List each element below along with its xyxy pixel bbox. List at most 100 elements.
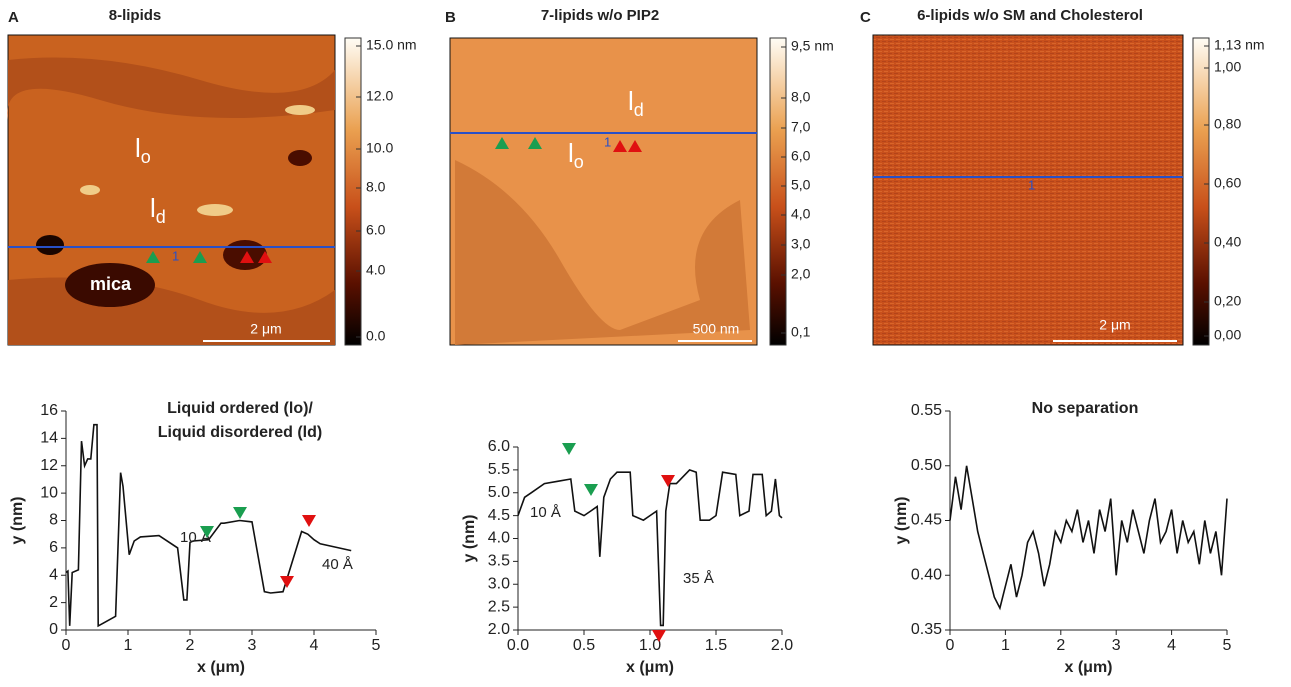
colorbar-label: 4.0 [366, 262, 386, 278]
y-tick-label: 6.0 [488, 438, 510, 455]
marker [652, 630, 666, 642]
marker [280, 576, 294, 588]
y-tick-label: 16 [40, 402, 58, 419]
x-tick-label: 5 [372, 637, 381, 654]
x-tick-label: 0 [946, 637, 955, 654]
x-tick-label: 4 [310, 637, 319, 654]
y-tick-label: 0.55 [911, 402, 942, 419]
line-label: 1 [604, 134, 611, 149]
domain-label: lo [135, 133, 151, 167]
colorbar-label: 1,00 [1214, 59, 1241, 75]
y-axis-label: y (nm) [893, 497, 910, 545]
domain-sub: d [156, 207, 166, 227]
colorbar-label: 6,0 [791, 148, 811, 164]
marker [258, 251, 272, 263]
line-series [65, 423, 352, 628]
x-tick-label: 4 [1167, 637, 1176, 654]
images [7, 34, 1210, 346]
annotation: 10 Å [180, 529, 211, 546]
colorbar-label: 1,13 nm [1214, 37, 1265, 53]
annotation: 40 Å [322, 556, 353, 573]
x-tick-label: 3 [248, 637, 257, 654]
x-tick-label: 0.0 [507, 637, 529, 654]
domain-label: lo [568, 138, 584, 172]
scale-bar-label: 2 μm [1099, 317, 1130, 333]
region-label: mica [90, 274, 132, 294]
x-tick-label: 1 [124, 637, 133, 654]
colorbar-label: 15.0 nm [366, 37, 417, 53]
colorbar-label: 0,40 [1214, 234, 1241, 250]
marker [146, 251, 160, 263]
domain-main: l [135, 133, 141, 163]
marker [193, 251, 207, 263]
domain-main: l [150, 193, 156, 223]
y-tick-label: 4.5 [488, 507, 510, 524]
x-tick-label: 1.0 [639, 637, 661, 654]
y-tick-label: 6 [49, 539, 58, 556]
x-tick-label: 2 [186, 637, 195, 654]
marker [528, 137, 542, 149]
y-tick-label: 10 [40, 484, 58, 501]
line-series [949, 465, 1228, 611]
chart-title: Liquid ordered (lo)/ [167, 400, 313, 417]
domain [7, 57, 335, 345]
marker [240, 251, 254, 263]
x-tick-label: 1.5 [705, 637, 727, 654]
y-tick-label: 5.5 [488, 461, 510, 478]
y-tick-label: 0.50 [911, 457, 942, 474]
y-tick-label: 0 [49, 621, 58, 638]
domain-main: l [628, 86, 634, 116]
scale-bar-label: 2 μm [250, 321, 281, 337]
colorbar-label: 0,1 [791, 324, 811, 340]
x-tick-label: 2.0 [771, 637, 793, 654]
marker [233, 507, 247, 519]
colorbar-label: 10.0 [366, 140, 393, 156]
y-tick-label: 5.0 [488, 484, 510, 501]
x-axis-label: x (μm) [1064, 659, 1112, 676]
y-axis-label: y (nm) [9, 497, 26, 545]
image-title: 7-lipids w/o PIP2 [541, 7, 659, 24]
colorbar-label: 0,80 [1214, 116, 1241, 132]
colorbar-label: 6.0 [366, 222, 386, 238]
y-tick-label: 0.35 [911, 621, 942, 638]
y-tick-label: 0.45 [911, 512, 942, 529]
domain-main: l [568, 138, 574, 168]
marker [613, 140, 627, 152]
panel-label: B [445, 9, 456, 26]
y-tick-label: 4 [49, 566, 58, 583]
y-axis-label: y (nm) [461, 515, 478, 563]
marker [495, 137, 509, 149]
x-axis-label: x (μm) [197, 659, 245, 676]
x-tick-label: 5 [1223, 637, 1232, 654]
y-tick-label: 3.5 [488, 553, 510, 570]
colorbar-label: 5,0 [791, 177, 811, 193]
annotation: 35 Å [683, 570, 714, 587]
line-label: 1 [172, 248, 179, 263]
chart-title: Liquid disordered (ld) [158, 424, 322, 441]
y-tick-label: 0.40 [911, 566, 942, 583]
image-title: 6-lipids w/o SM and Cholesterol [917, 7, 1143, 24]
marker [302, 515, 316, 527]
colorbar-label: 0,00 [1214, 327, 1241, 343]
x-tick-label: 1 [1001, 637, 1010, 654]
colorbar-label: 3,0 [791, 236, 811, 252]
colorbar-label: 2,0 [791, 266, 811, 282]
colorbar-label: 0,60 [1214, 175, 1241, 191]
x-tick-label: 2 [1056, 637, 1065, 654]
marker [628, 140, 642, 152]
y-tick-label: 8 [49, 512, 58, 529]
scale-bar-label: 500 nm [693, 321, 740, 337]
domain-sub: o [574, 152, 584, 172]
line-series [517, 468, 783, 627]
y-tick-label: 2.0 [488, 621, 510, 638]
chart-title: No separation [1032, 400, 1139, 417]
y-tick-label: 2.5 [488, 598, 510, 615]
colorbar-label: 8,0 [791, 89, 811, 105]
marker [200, 526, 214, 538]
x-tick-label: 0.5 [573, 637, 595, 654]
colorbar-label: 0.0 [366, 328, 386, 344]
x-axis-label: x (μm) [626, 659, 674, 676]
annotation: 10 Å [530, 504, 561, 521]
colorbar-label: 9,5 nm [791, 38, 834, 54]
